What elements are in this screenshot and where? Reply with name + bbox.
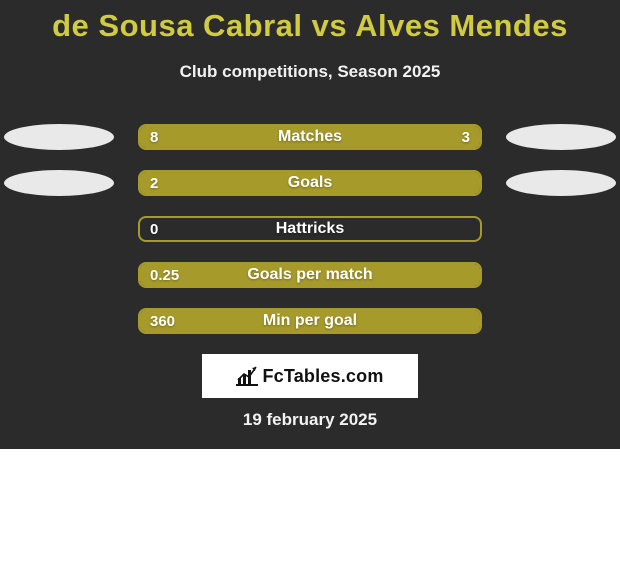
- player-left-marker: [4, 124, 114, 150]
- date-line: 19 february 2025: [0, 410, 620, 430]
- page-title: de Sousa Cabral vs Alves Mendes: [0, 0, 620, 44]
- chart-icon: [236, 366, 258, 386]
- player-left-marker: [4, 170, 114, 196]
- stat-left-value: 8: [150, 126, 158, 148]
- stat-left-value: 360: [150, 310, 175, 332]
- stat-bar: 360Min per goal: [138, 308, 482, 334]
- player-right-marker: [506, 170, 616, 196]
- stat-bar-left-fill: [140, 126, 378, 148]
- fctables-logo[interactable]: FcTables.com: [202, 354, 418, 398]
- stat-label: Hattricks: [140, 218, 480, 240]
- stat-bar-left-fill: [140, 310, 480, 332]
- player-right-marker: [506, 124, 616, 150]
- stat-bar-left-fill: [140, 264, 480, 286]
- stat-bar: 0Hattricks: [138, 216, 482, 242]
- stat-left-value: 0: [150, 218, 158, 240]
- stat-left-value: 2: [150, 172, 158, 194]
- stat-bar: 83Matches: [138, 124, 482, 150]
- comparison-rows: 83Matches2Goals0Hattricks0.25Goals per m…: [0, 124, 620, 334]
- stat-bar: 0.25Goals per match: [138, 262, 482, 288]
- stat-right-value: 3: [462, 126, 470, 148]
- stat-row: 83Matches: [0, 124, 620, 150]
- comparison-panel: de Sousa Cabral vs Alves Mendes Club com…: [0, 0, 620, 449]
- stat-left-value: 0.25: [150, 264, 179, 286]
- stat-row: 360Min per goal: [0, 308, 620, 334]
- logo-text: FcTables.com: [262, 366, 383, 387]
- stat-row: 0Hattricks: [0, 216, 620, 242]
- stat-bar-left-fill: [140, 172, 480, 194]
- subtitle: Club competitions, Season 2025: [0, 62, 620, 82]
- stat-bar: 2Goals: [138, 170, 482, 196]
- stat-row: 0.25Goals per match: [0, 262, 620, 288]
- stat-row: 2Goals: [0, 170, 620, 196]
